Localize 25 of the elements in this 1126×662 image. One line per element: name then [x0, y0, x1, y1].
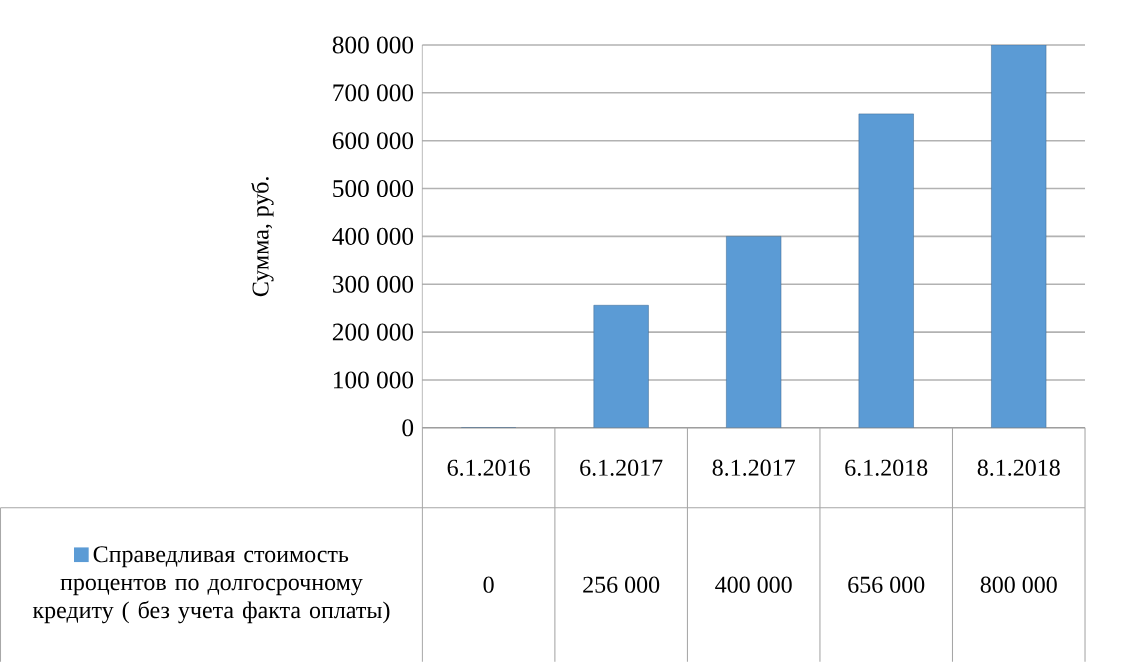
data-label: 256 000 [583, 576, 660, 593]
y-tick-label: 0 [402, 419, 414, 437]
data-label: 400 000 [715, 576, 792, 593]
y-tick-label: 100 000 [334, 371, 414, 389]
bar [593, 304, 649, 428]
x-tick-label: 8.1.2017 [712, 459, 795, 476]
y-axis-title: Сумма, руб. [251, 177, 274, 297]
y-tick-label: 500 000 [333, 179, 414, 197]
x-tick-label: 6.1.2016 [447, 459, 530, 476]
y-tick-label: 600 000 [332, 132, 414, 150]
bar [991, 44, 1047, 428]
x-tick-label: 6.1.2018 [845, 459, 928, 476]
x-tick-label: 8.1.2018 [977, 459, 1060, 476]
y-tick-label: 800 000 [332, 36, 414, 54]
data-label: 656 000 [848, 576, 925, 593]
y-tick-label: 400 000 [332, 227, 414, 245]
y-tick-label: 200 000 [332, 323, 414, 341]
x-tick-label: 6.1.2017 [580, 459, 663, 476]
y-tick-label: 300 000 [333, 275, 414, 293]
data-label: 0 [483, 576, 494, 593]
bar [726, 236, 782, 428]
y-tick-label: 700 000 [333, 84, 414, 102]
bar [858, 113, 914, 428]
data-label: 800 000 [980, 576, 1057, 593]
legend-label: Справедливая стоимость процентов по долгосрочному кредиту ( без учета факта оплаты) [32, 546, 390, 624]
